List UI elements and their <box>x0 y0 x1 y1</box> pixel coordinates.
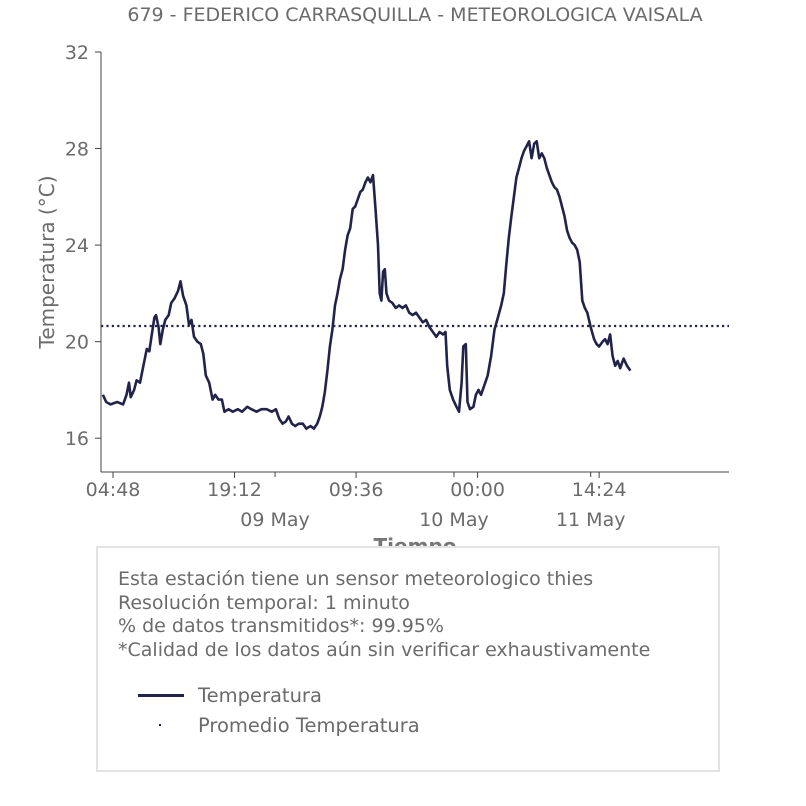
series-temperatura-line <box>101 140 632 430</box>
y-tick-label: 32 <box>65 42 89 64</box>
y-axis-label: Temperatura (°C) <box>35 175 59 349</box>
y-tick-label: 16 <box>65 428 89 450</box>
legend-item-promedio: Promedio Temperatura <box>138 710 420 740</box>
x-tick-label: 00:00 <box>450 479 505 501</box>
legend-line-swatch <box>138 685 184 705</box>
legend-label-temperatura: Temperatura <box>198 683 322 707</box>
x-tick-label: 09:36 <box>329 479 384 501</box>
info-lines: Esta estación tiene un sensor meteorolog… <box>118 568 650 662</box>
axes: 16 20 24 28 32 04:48 19:12 09:36 00:00 14:24 09 Ma… <box>65 42 729 531</box>
series-layer <box>101 140 729 430</box>
x-date-label: 09 May <box>240 509 310 531</box>
chart-title: 679 - FEDERICO CARRASQUILLA - METEOROLOG… <box>127 4 702 26</box>
x-date-label: 10 May <box>419 509 489 531</box>
info-box: Esta estación tiene un sensor meteorolog… <box>96 546 720 772</box>
legend: Temperatura Promedio Temperatura <box>138 680 420 740</box>
legend-label-promedio: Promedio Temperatura <box>198 713 420 737</box>
info-line-resolution: Resolución temporal: 1 minuto <box>118 591 410 614</box>
x-tick-label: 14:24 <box>572 479 627 501</box>
x-date-label: 11 May <box>556 509 626 531</box>
y-tick-label: 24 <box>65 235 89 257</box>
y-tick-label: 20 <box>65 332 89 354</box>
x-tick-label: 04:48 <box>86 479 141 501</box>
legend-item-temperatura: Temperatura <box>138 680 420 710</box>
info-line-transmitted: % de datos transmitidos*: 99.95% <box>118 615 444 637</box>
legend-dot-swatch <box>138 715 184 735</box>
info-line-sensor: Esta estación tiene un sensor meteorolog… <box>118 568 594 590</box>
y-tick-label: 28 <box>65 139 89 161</box>
info-line-quality-note: *Calidad de los datos aún sin verificar … <box>118 638 651 661</box>
temperature-chart: 679 - FEDERICO CARRASQUILLA - METEOROLOG… <box>35 4 729 558</box>
x-tick-label: 19:12 <box>207 479 262 501</box>
